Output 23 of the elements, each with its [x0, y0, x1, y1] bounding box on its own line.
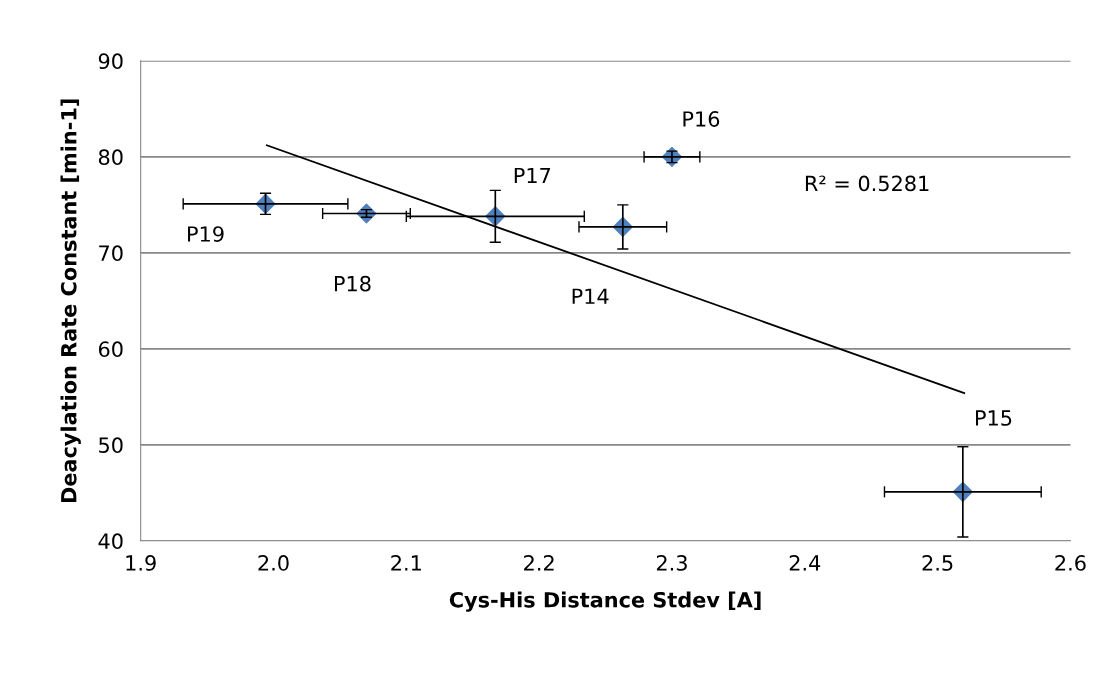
annotation: R² = 0.5281: [805, 175, 929, 192]
annotation: P16: [683, 111, 720, 127]
y-tick-label: 90: [98, 53, 123, 70]
x-tick-label: 1.9: [126, 555, 156, 571]
x-tick-label: 2.4: [789, 555, 821, 571]
x-axis-title: Cys-His Distance Stdev [A]: [449, 591, 761, 612]
annotation: P14: [572, 288, 609, 304]
annotation: P15: [976, 410, 1012, 426]
x-tick-label: 2.6: [1055, 555, 1086, 571]
x-tick-label: 2.3: [656, 555, 687, 571]
y-tick-label: 60: [98, 341, 123, 358]
y-tick-label: 70: [99, 245, 123, 262]
y-tick-label: 80: [98, 149, 123, 166]
y-tick-label: 40: [98, 533, 123, 550]
annotation: P19: [188, 226, 224, 242]
x-tick-label: 2.1: [391, 555, 421, 571]
y-axis-title: Deacylation Rate Constant [min-1]: [60, 99, 81, 503]
annotation: P18: [334, 275, 371, 292]
x-tick-label: 2.5: [922, 555, 953, 571]
x-tick-label: 2.2: [524, 555, 554, 571]
y-tick-label: 50: [99, 437, 123, 454]
x-tick-label: 2.0: [258, 555, 289, 571]
annotation: P17: [514, 167, 551, 184]
